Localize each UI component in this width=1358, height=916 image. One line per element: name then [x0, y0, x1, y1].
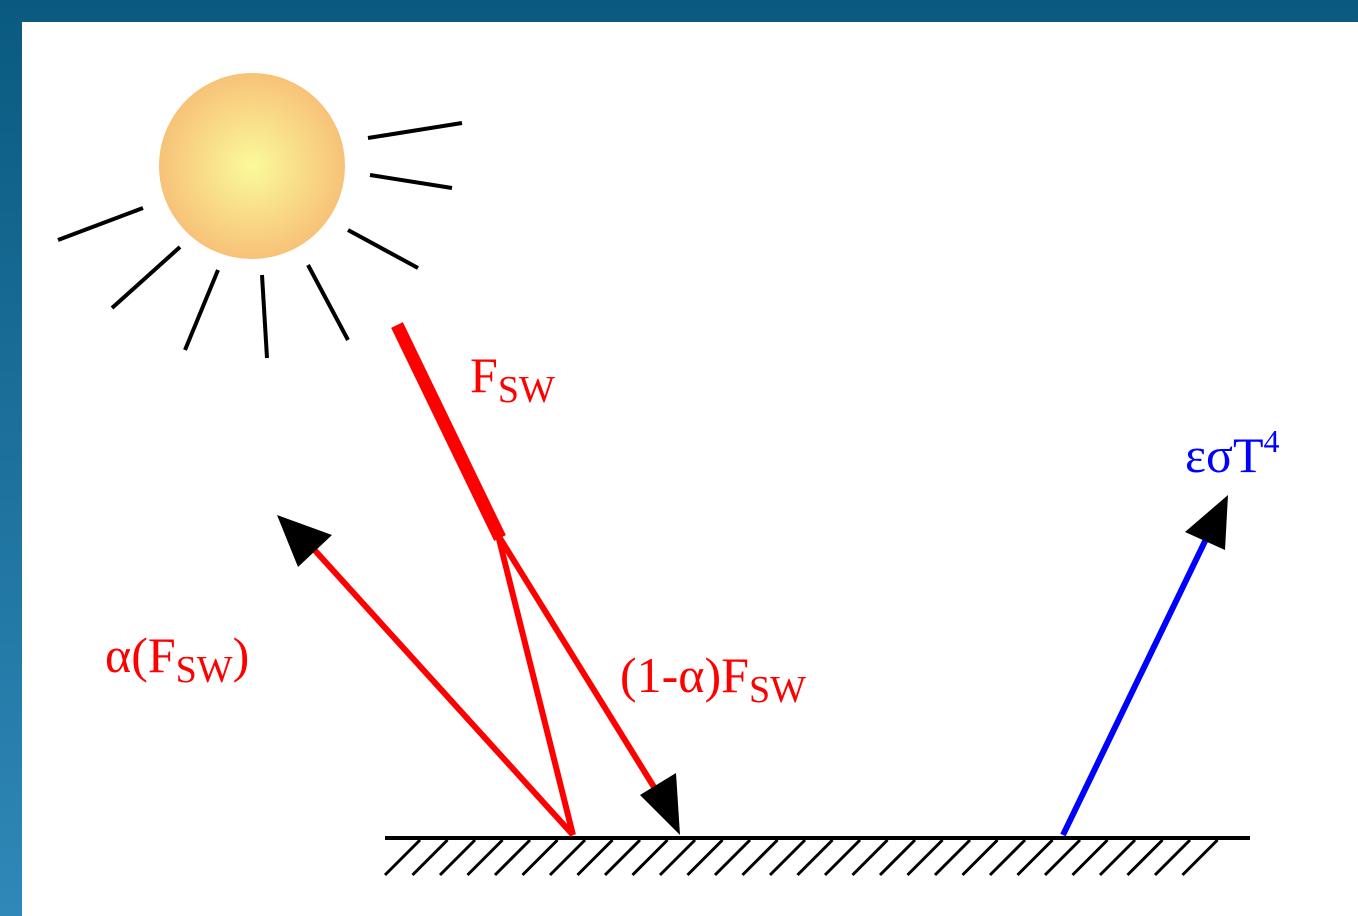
- label-text: F: [470, 347, 498, 403]
- label-text: εσT: [1185, 427, 1264, 483]
- label-subscript: SW: [176, 649, 233, 691]
- sun: [159, 73, 345, 259]
- label-superscript: 4: [1264, 423, 1280, 459]
- label-text: ): [233, 627, 250, 683]
- label-text: (1-α)F: [620, 647, 749, 703]
- label-subscript: SW: [498, 369, 555, 411]
- label-text: α(F: [105, 627, 176, 683]
- diagram: FSW α(FSW) (1-α)FSW εσT4: [0, 0, 1358, 916]
- label-subscript: SW: [749, 669, 806, 711]
